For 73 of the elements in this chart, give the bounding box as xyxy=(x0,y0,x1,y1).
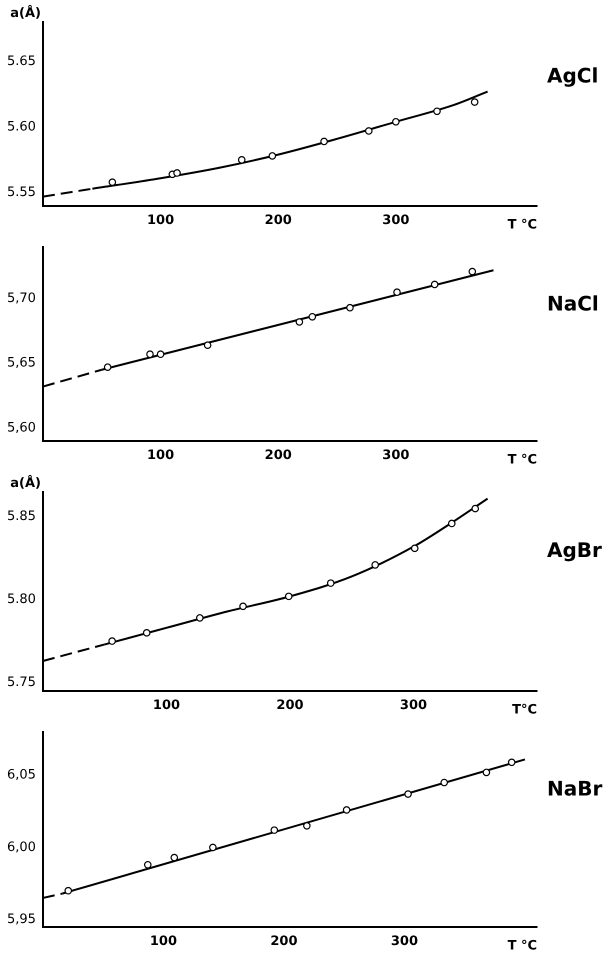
y-tick-label: 5,65 xyxy=(6,356,36,371)
point xyxy=(64,886,72,895)
point xyxy=(268,152,276,160)
x-tick-label: 200 xyxy=(264,212,292,228)
point xyxy=(104,363,112,371)
point xyxy=(404,790,412,798)
text: AgBr xyxy=(547,538,602,562)
point xyxy=(308,312,316,321)
y-tick-label: 5.55 xyxy=(6,185,36,200)
point xyxy=(209,844,217,852)
x-tick-label: 300 xyxy=(382,448,410,463)
x-axis-title: T°C xyxy=(512,702,537,718)
point xyxy=(108,178,116,186)
x-axis-title: T °C xyxy=(508,452,537,468)
point xyxy=(170,854,178,862)
x-tick-label: 200 xyxy=(264,448,292,463)
point xyxy=(296,318,304,326)
x-tick-label: 100 xyxy=(150,934,178,949)
x-tick-label: 200 xyxy=(270,934,298,949)
y-tick-label: 5.65 xyxy=(6,54,36,69)
point xyxy=(173,169,181,177)
point xyxy=(471,504,480,512)
point xyxy=(142,629,150,637)
point xyxy=(238,156,246,164)
point xyxy=(196,614,204,622)
point xyxy=(433,107,441,116)
point xyxy=(410,544,419,552)
point xyxy=(326,579,335,587)
y-axis-title: a(Å) xyxy=(10,4,41,21)
point xyxy=(448,520,456,528)
point xyxy=(156,350,164,358)
point xyxy=(470,98,478,106)
x-tick-label: 300 xyxy=(382,212,410,228)
y-tick-label: 5,60 xyxy=(6,420,36,436)
point xyxy=(239,602,247,610)
x-tick-label: 100 xyxy=(147,448,174,463)
x-axis-title: T °C xyxy=(508,938,537,954)
y-tick-label: 5.85 xyxy=(6,509,36,524)
point xyxy=(371,561,379,569)
point xyxy=(392,118,400,126)
x-axis-title: T °C xyxy=(508,218,537,233)
text: NaBr xyxy=(547,776,602,801)
x-tick-label: 300 xyxy=(390,934,418,949)
text: NaCl xyxy=(547,291,599,316)
x-tick-label: 200 xyxy=(276,698,304,713)
point xyxy=(342,806,350,814)
point xyxy=(320,138,328,146)
point xyxy=(270,826,278,834)
point xyxy=(364,127,373,135)
point xyxy=(284,592,293,600)
point xyxy=(346,304,354,312)
y-tick-label: 6,00 xyxy=(6,840,36,855)
point xyxy=(303,822,311,830)
y-tick-label: 5.75 xyxy=(6,674,36,690)
point xyxy=(468,268,476,276)
x-tick-label: 300 xyxy=(400,698,428,713)
y-axis-title: a(Å) xyxy=(10,474,41,491)
point xyxy=(144,860,152,869)
point xyxy=(508,758,516,766)
x-tick-label: 100 xyxy=(147,212,174,228)
point xyxy=(108,637,116,645)
point xyxy=(440,778,448,786)
x-tick-label: 100 xyxy=(152,698,180,713)
y-tick-label: 5,95 xyxy=(6,912,36,927)
y-tick-label: 5,70 xyxy=(6,291,36,306)
y-tick-label: 6,05 xyxy=(6,768,36,783)
point xyxy=(204,341,212,349)
text: AgCl xyxy=(547,63,598,88)
point xyxy=(393,288,401,296)
y-tick-label: 5.60 xyxy=(6,119,36,134)
y-tick-label: 5.80 xyxy=(6,592,36,608)
point xyxy=(482,768,490,776)
point xyxy=(430,280,438,288)
